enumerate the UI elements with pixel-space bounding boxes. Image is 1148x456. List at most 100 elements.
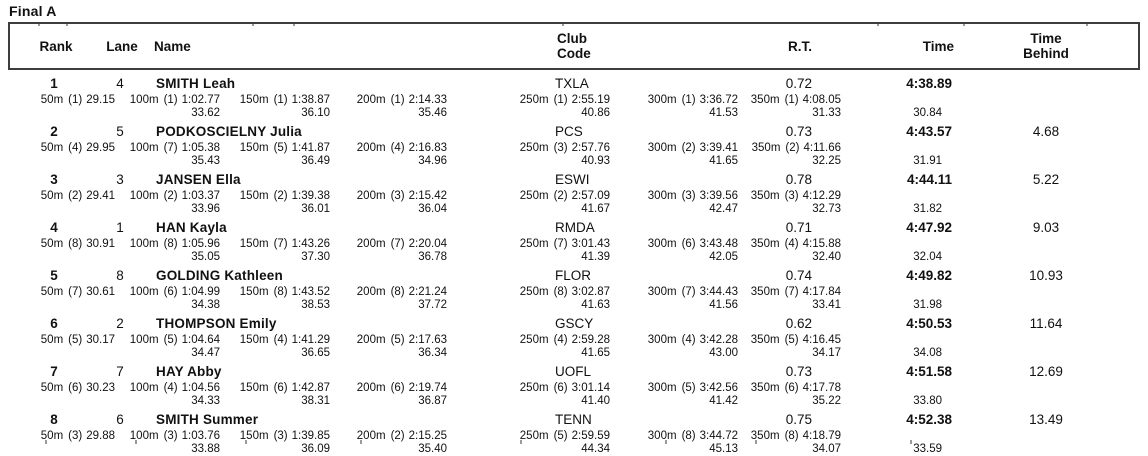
split-cumulative-time: 3:42.56: [699, 382, 738, 394]
split-diff: 35.22: [812, 395, 841, 407]
split-distance: 50m: [40, 382, 64, 394]
split-diff: 32.25: [812, 155, 841, 167]
split-distance: 150m: [239, 382, 269, 394]
ruling-tick: [877, 22, 879, 26]
split-diff: 35.46: [418, 107, 447, 119]
split-cumulative-time: 2:20.04: [408, 238, 447, 250]
split-cumulative-line: 100m (2) 1:03.37: [115, 190, 220, 203]
split-cell: 150m (2) 1:39.38 36.01: [220, 190, 330, 216]
split-cell: 150m (6) 1:42.87 38.31: [220, 382, 330, 408]
split-place: (7): [784, 286, 799, 298]
split-cell: 300m (1) 3:36.72 41.53: [610, 94, 738, 120]
split-place: (2): [681, 142, 696, 154]
split-place: (2): [163, 190, 178, 202]
split-distance: 100m: [129, 382, 159, 394]
split-distance: 150m: [239, 190, 269, 202]
split-distance: 150m: [239, 238, 269, 250]
split-place: (4): [784, 238, 799, 250]
split-distance: 50m: [40, 430, 64, 442]
split-cell: 50m (8) 30.91: [8, 238, 115, 264]
split-cumulative-line: 300m (8) 3:44.72: [610, 430, 738, 443]
final-split: 31.91: [913, 155, 942, 167]
split-cumulative-line: 50m (4) 29.95: [8, 142, 115, 155]
split-diff: 41.63: [581, 299, 610, 311]
split-cumulative-line: 350m (8) 4:18.79: [738, 430, 841, 443]
split-cumulative-time: 2:57.76: [571, 142, 610, 154]
split-cumulative-time: 3:44.72: [699, 430, 738, 442]
split-cumulative-line: 50m (1) 29.15: [8, 94, 115, 107]
split-distance: 100m: [129, 190, 159, 202]
final-split: 33.59: [913, 443, 942, 455]
rank-cell: 3: [50, 172, 58, 187]
split-distance: 200m: [356, 94, 386, 106]
result-main-row: 3 3 JANSEN Ella ESWI 0.78 4:44.11 5.22: [8, 169, 1140, 190]
split-distance: 100m: [129, 286, 159, 298]
split-cumulative-time: 1:41.87: [291, 142, 330, 154]
split-distance: 50m: [40, 190, 64, 202]
split-cumulative-time: 30.17: [86, 334, 115, 346]
ruling-tick: [963, 22, 965, 26]
lane-cell: 8: [116, 268, 124, 283]
split-cell: 350m (7) 4:17.84 33.41: [738, 286, 841, 312]
split-cumulative-time: 1:04.99: [181, 286, 220, 298]
split-place: (3): [390, 190, 405, 202]
rank-cell: 2: [50, 124, 58, 139]
final-split-cell: 32.04: [841, 238, 942, 264]
time-behind-cell: 10.93: [1029, 268, 1063, 283]
ruling-tick: [45, 440, 47, 444]
lane-cell: 1: [116, 220, 124, 235]
split-cumulative-time: 1:04.64: [181, 334, 220, 346]
split-distance: 300m: [647, 142, 677, 154]
result-main-row: 5 8 GOLDING Kathleen FLOR 0.74 4:49.82 1…: [8, 265, 1140, 286]
split-cumulative-line: 300m (4) 3:42.28: [610, 334, 738, 347]
split-row: 50m (2) 29.41 100m (2) 1:03.37 33.96 150m (2) 1:3…: [8, 190, 1140, 216]
result-row: 6 2 THOMPSON Emily GSCY 0.62 4:50.53 11.…: [8, 313, 1140, 360]
split-distance: 150m: [239, 430, 269, 442]
split-distance: 250m: [519, 142, 549, 154]
ruling-tick: [1086, 22, 1088, 26]
split-cell: 300m (3) 3:39.56 42.47: [610, 190, 738, 216]
split-diff: 33.96: [191, 203, 220, 215]
ruling-tick: [755, 440, 757, 444]
result-main-row: 2 5 PODKOSCIELNY Julia PCS 0.73 4:43.57 …: [8, 121, 1140, 142]
split-cumulative-line: 300m (6) 3:43.48: [610, 238, 738, 251]
split-cumulative-time: 2:19.74: [408, 382, 447, 394]
reaction-time-cell: 0.71: [785, 220, 812, 235]
final-split-cell: 30.84: [841, 94, 942, 120]
split-cell: 50m (3) 29.88: [8, 430, 115, 456]
split-diff: [8, 395, 115, 408]
split-diff: 32.73: [812, 203, 841, 215]
swimmer-name: SMITH Summer: [156, 412, 259, 427]
split-row: 50m (1) 29.15 100m (1) 1:02.77 33.62 150m (1) 1:3…: [8, 94, 1140, 120]
split-distance: 300m: [647, 382, 677, 394]
ruling-tick: [293, 22, 295, 26]
reaction-time-cell: 0.72: [785, 76, 812, 91]
split-cumulative-time: 1:43.26: [291, 238, 330, 250]
split-cumulative-line: 250m (8) 3:02.87: [447, 286, 610, 299]
split-row: 50m (8) 30.91 100m (8) 1:05.96 35.05 150m (7) 1:4…: [8, 238, 1140, 264]
split-place: (6): [68, 382, 83, 394]
time-behind-cell: 5.22: [1032, 172, 1060, 187]
split-place: (7): [553, 238, 568, 250]
lane-cell: 4: [116, 76, 124, 91]
club-code-cell: GSCY: [555, 316, 594, 331]
split-place: (7): [163, 142, 178, 154]
split-place: (4): [273, 334, 288, 346]
split-cumulative-line: 200m (7) 2:20.04: [330, 238, 447, 251]
split-distance: 350m: [750, 94, 780, 106]
rank-cell: 1: [50, 76, 58, 91]
split-cumulative-time: 30.23: [86, 382, 115, 394]
split-diff: [8, 107, 115, 120]
split-cumulative-line: 350m (1) 4:08.05: [738, 94, 841, 107]
split-distance: 350m: [750, 238, 780, 250]
split-place: (2): [273, 190, 288, 202]
result-main-row: 6 2 THOMPSON Emily GSCY 0.62 4:50.53 11.…: [8, 313, 1140, 334]
split-cell: 100m (6) 1:04.99 34.38: [115, 286, 220, 312]
final-split-cell: 31.82: [841, 190, 942, 216]
split-cumulative-time: 1:03.76: [181, 430, 220, 442]
final-split: 33.80: [913, 395, 942, 407]
club-code-cell: ESWI: [555, 172, 590, 187]
split-diff: 34.47: [191, 347, 220, 359]
split-cumulative-time: 1:02.77: [181, 94, 220, 106]
split-diff: 38.31: [301, 395, 330, 407]
